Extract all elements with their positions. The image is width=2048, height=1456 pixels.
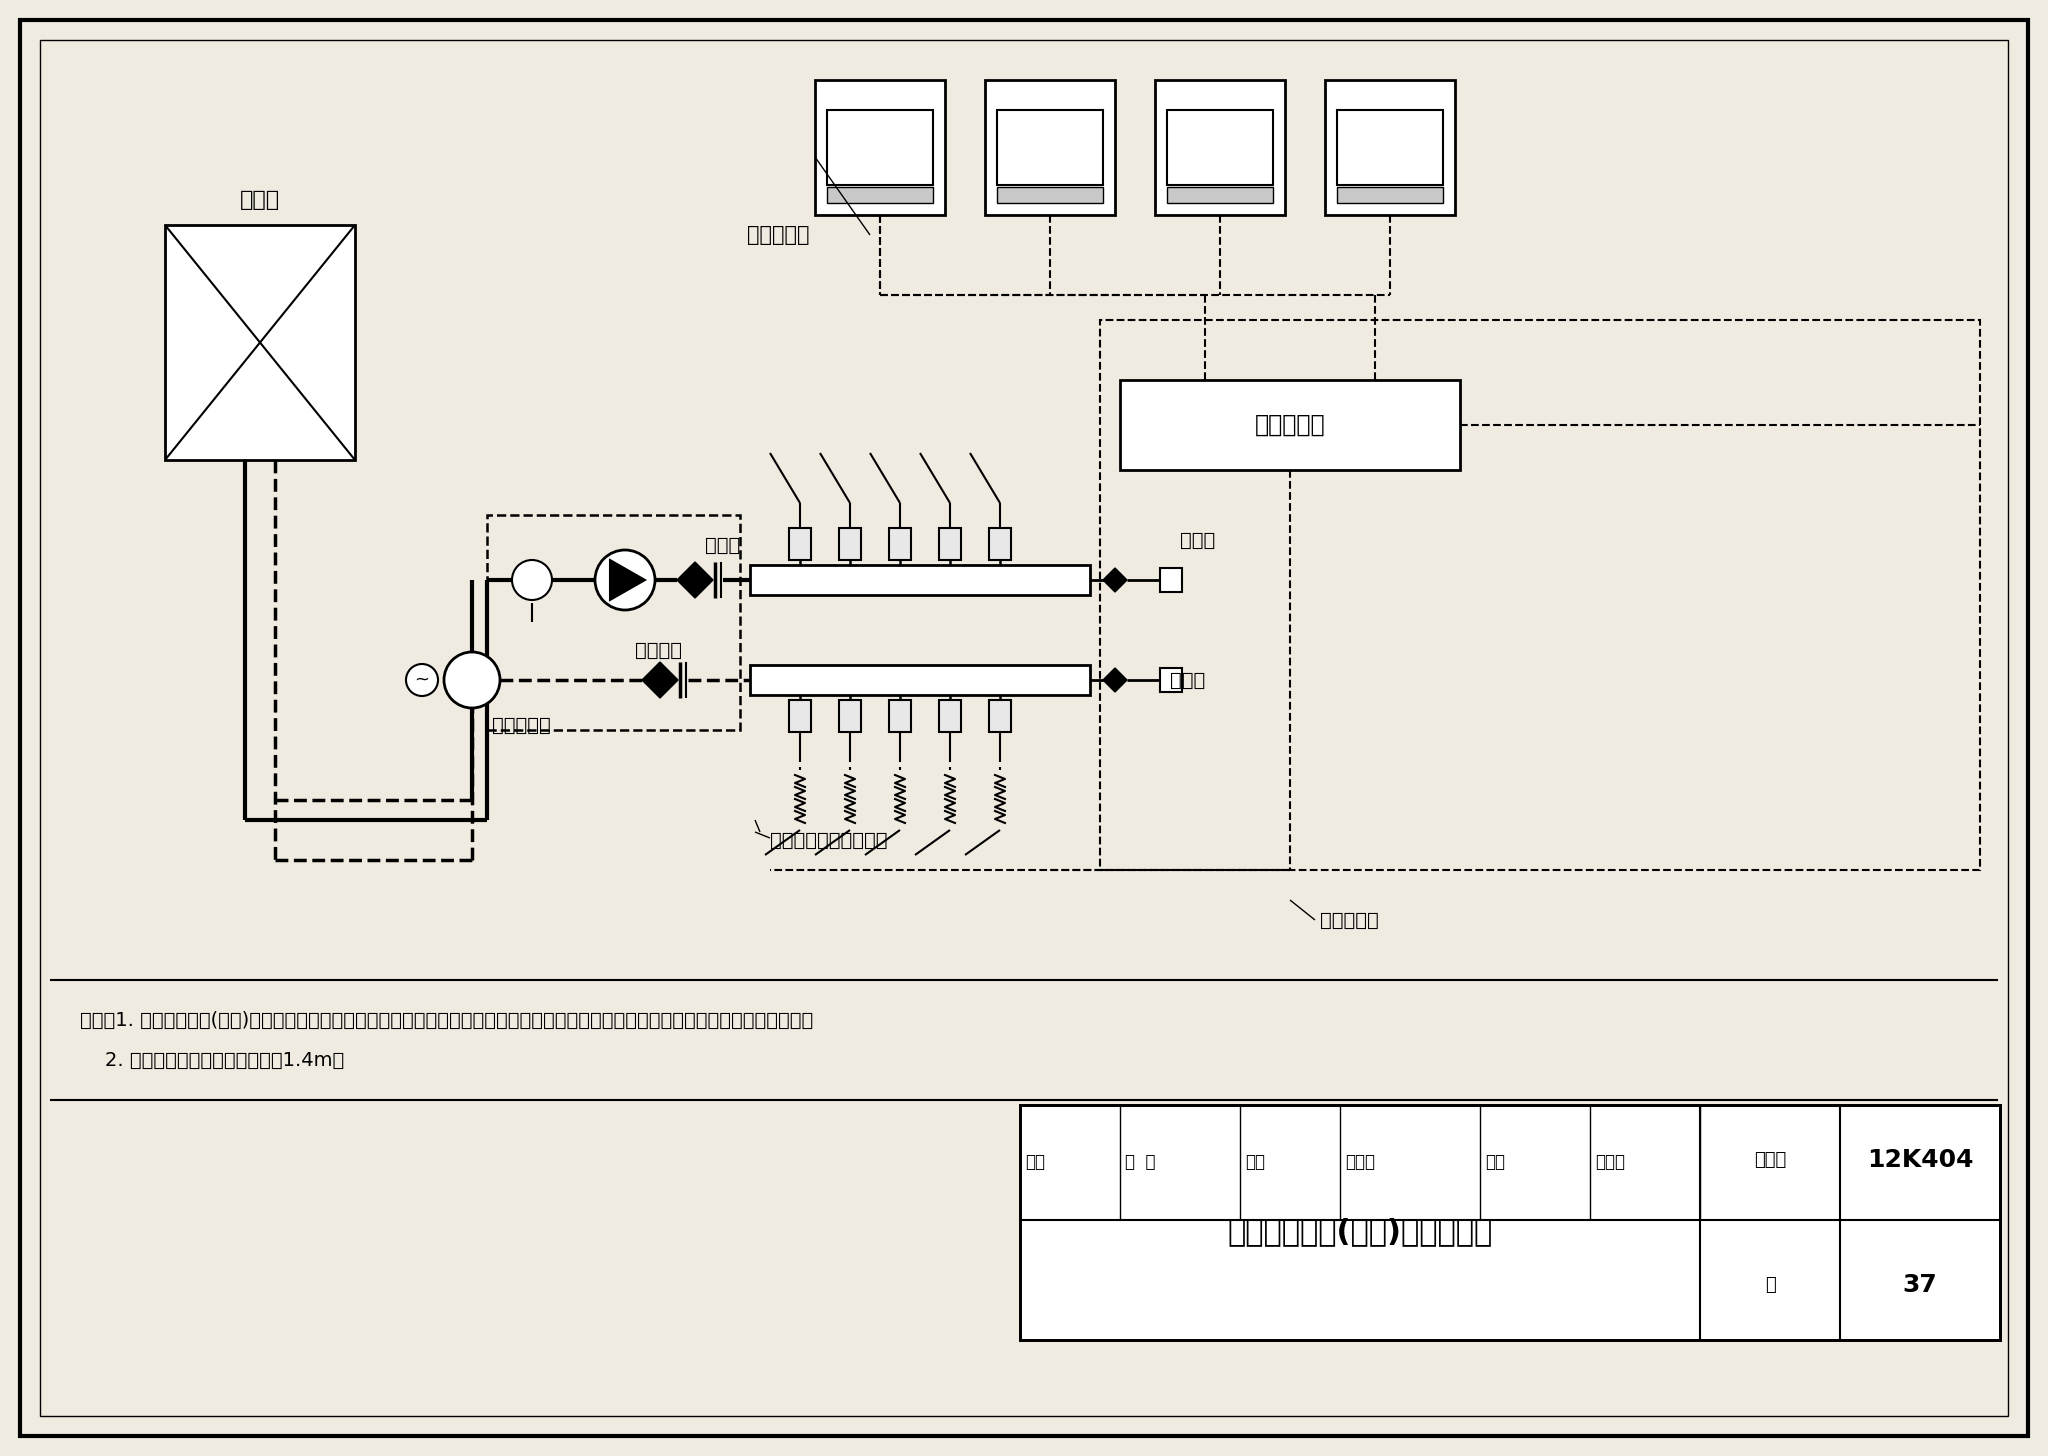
Bar xyxy=(840,529,860,561)
Bar xyxy=(1159,568,1182,593)
Bar xyxy=(788,700,811,732)
Bar xyxy=(938,700,961,732)
Bar xyxy=(815,80,944,215)
Text: 循环水泵: 循环水泵 xyxy=(635,641,682,660)
Text: 12K404: 12K404 xyxy=(1866,1147,1974,1172)
Text: 四通混控阀: 四通混控阀 xyxy=(492,715,551,734)
Text: 集线控制器: 集线控制器 xyxy=(1255,414,1325,437)
Circle shape xyxy=(444,652,500,708)
Polygon shape xyxy=(1104,568,1126,593)
Polygon shape xyxy=(1104,668,1126,692)
Text: 邓有藻: 邓有藻 xyxy=(1595,1153,1624,1171)
Text: 壁挂炉: 壁挂炉 xyxy=(240,189,281,210)
Circle shape xyxy=(596,550,655,610)
Text: 集水器: 集水器 xyxy=(1169,671,1206,690)
Bar xyxy=(750,565,1090,596)
Bar xyxy=(989,700,1012,732)
Polygon shape xyxy=(678,562,713,598)
Bar xyxy=(985,80,1114,215)
Text: 页: 页 xyxy=(1765,1275,1776,1294)
Bar xyxy=(1167,186,1274,202)
Text: 37: 37 xyxy=(1903,1273,1937,1297)
Bar xyxy=(840,700,860,732)
Bar xyxy=(889,700,911,732)
Text: 图集号: 图集号 xyxy=(1753,1152,1786,1169)
Polygon shape xyxy=(641,662,678,697)
Bar xyxy=(1337,186,1444,202)
Text: 审核: 审核 xyxy=(1024,1153,1044,1171)
Text: 2. 集线控制器设置高度宜距地面1.4m。: 2. 集线控制器设置高度宜距地面1.4m。 xyxy=(80,1050,344,1070)
Bar xyxy=(1020,1105,2001,1340)
Bar xyxy=(997,186,1104,202)
Bar xyxy=(1120,380,1460,470)
Text: 任兆成: 任兆成 xyxy=(1346,1153,1374,1171)
Bar xyxy=(989,529,1012,561)
Circle shape xyxy=(406,664,438,696)
Bar xyxy=(788,529,811,561)
Bar xyxy=(1325,80,1454,215)
Text: 温控阀: 温控阀 xyxy=(1180,530,1214,549)
Text: ~: ~ xyxy=(414,671,430,689)
Text: 分水器: 分水器 xyxy=(705,536,739,555)
Bar xyxy=(827,186,934,202)
Bar xyxy=(1020,1105,2001,1340)
Text: 分室温控器: 分室温控器 xyxy=(748,226,811,245)
Text: 说明：1. 壁挂炉分环路(分室)控制应在分水器或集水器处，与燃气设备联锁，实现室内温控、超温保护、系统节能为一体的整体控制系统。: 说明：1. 壁挂炉分环路(分室)控制应在分水器或集水器处，与燃气设备联锁，实现室… xyxy=(80,1010,813,1029)
Bar xyxy=(1100,320,1980,871)
Text: 加热管独立接至各房间: 加热管独立接至各房间 xyxy=(770,830,887,849)
Bar xyxy=(997,111,1104,185)
Bar xyxy=(938,529,961,561)
Bar xyxy=(1155,80,1284,215)
Bar xyxy=(1337,111,1444,185)
Circle shape xyxy=(512,561,553,600)
Bar xyxy=(827,111,934,185)
Text: 校对: 校对 xyxy=(1245,1153,1266,1171)
Polygon shape xyxy=(610,561,645,600)
Text: 高  波: 高 波 xyxy=(1124,1153,1155,1171)
Bar xyxy=(487,515,739,729)
Bar xyxy=(1159,668,1182,692)
Bar xyxy=(1167,111,1274,185)
Text: 联动电源线: 联动电源线 xyxy=(1321,910,1378,929)
Text: 设计: 设计 xyxy=(1485,1153,1505,1171)
Bar xyxy=(889,529,911,561)
Bar xyxy=(166,226,354,460)
Text: 壁挂炉分环路(分室)温控示意图: 壁挂炉分环路(分室)温控示意图 xyxy=(1227,1217,1493,1246)
Bar xyxy=(750,665,1090,695)
